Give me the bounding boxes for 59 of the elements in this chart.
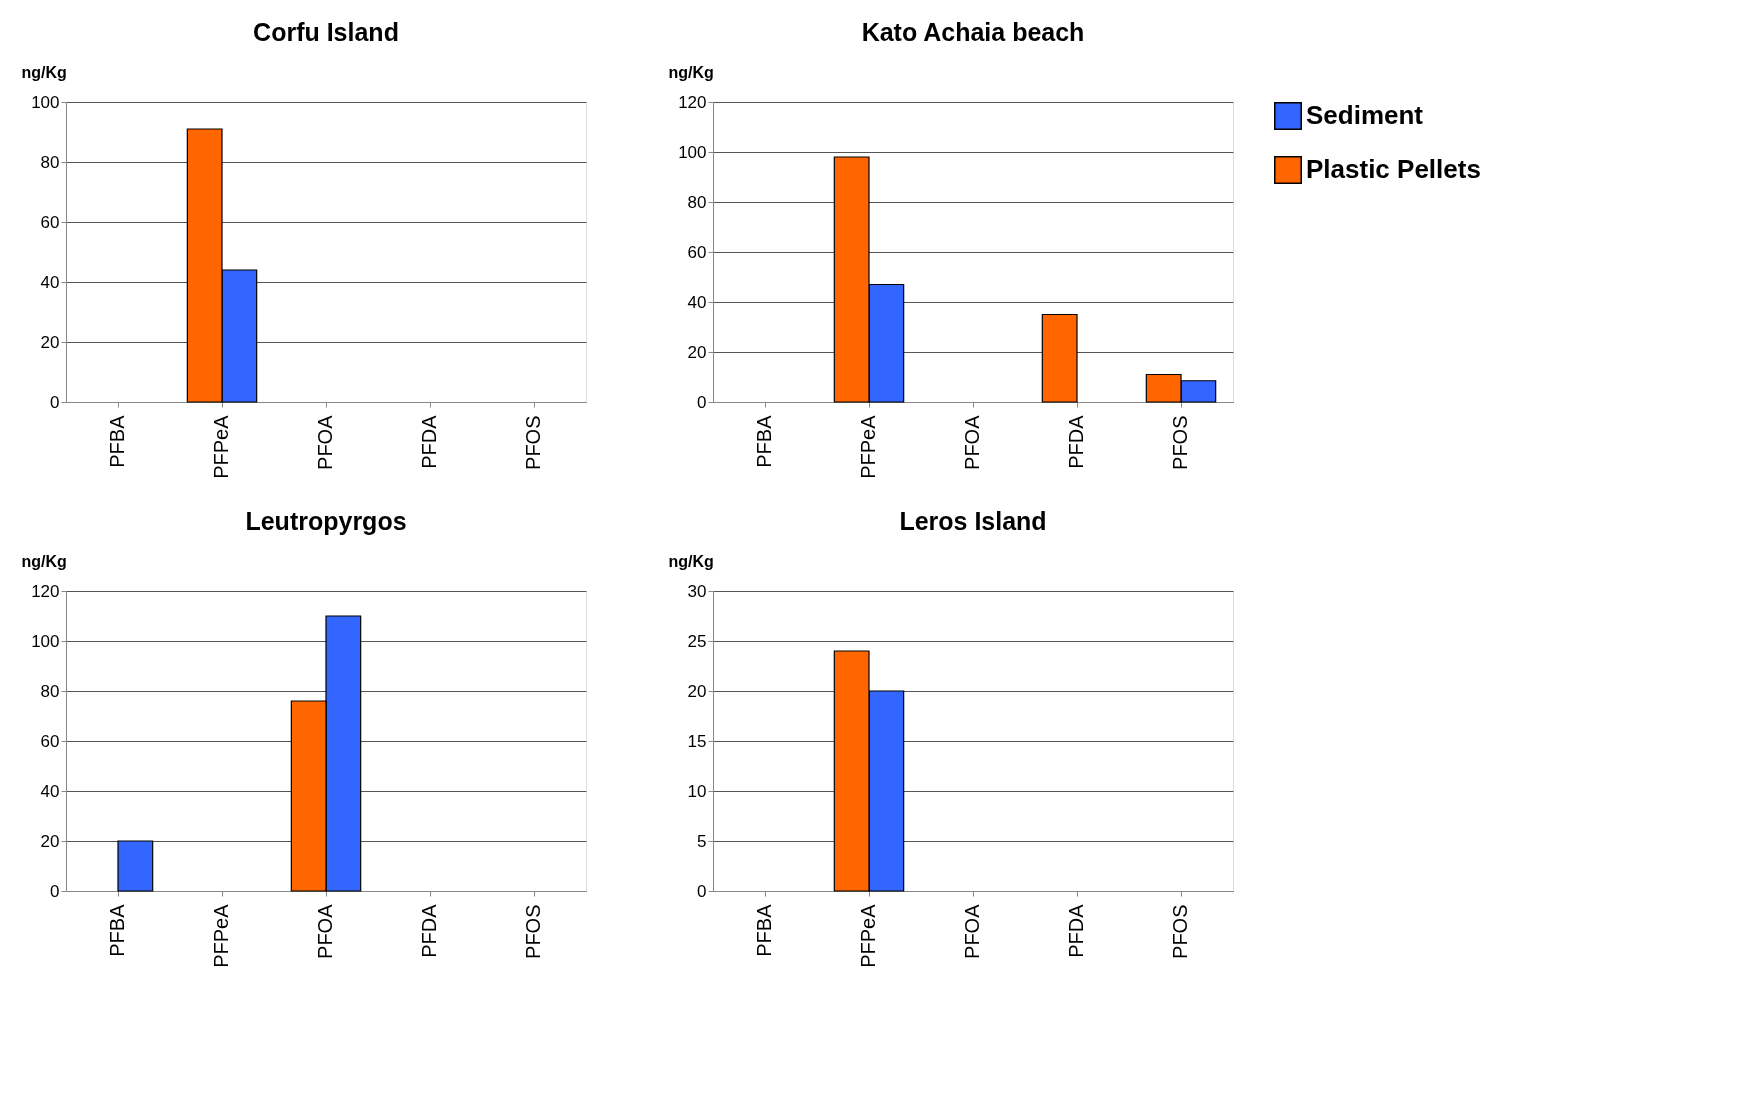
- chart-title: Leutropyrgos: [245, 507, 407, 535]
- y-tick-label: 0: [697, 392, 707, 412]
- chart-title: Leros Island: [899, 507, 1047, 535]
- y-tick-label: 0: [697, 881, 707, 901]
- y-axis-title: ng/Kg: [668, 552, 714, 570]
- y-tick-label: 10: [687, 781, 707, 801]
- x-tick-label: PFPeA: [210, 903, 232, 968]
- x-tick-label: PFOS: [1169, 415, 1191, 470]
- y-tick-label: 30: [687, 581, 707, 601]
- y-tick-label: 0: [50, 392, 60, 412]
- y-tick-label: 40: [687, 292, 707, 312]
- bar: [1041, 313, 1078, 403]
- y-tick-label: 20: [40, 831, 60, 851]
- x-tick-label: PFOS: [522, 904, 544, 959]
- x-tick-label: PFOA: [961, 903, 983, 959]
- y-tick-label: 25: [687, 631, 707, 651]
- y-tick-label: 40: [40, 272, 60, 292]
- y-tick-label: 120: [31, 581, 60, 601]
- y-tick-label: 60: [40, 731, 60, 751]
- y-tick-label: 80: [40, 152, 60, 172]
- y-tick-label: 20: [687, 342, 707, 362]
- chart-title: Corfu Island: [253, 18, 399, 46]
- y-tick-label: 120: [678, 92, 707, 112]
- x-tick-label: PFBA: [106, 903, 128, 957]
- x-tick-label: PFBA: [106, 414, 128, 468]
- legend-label: Sediment: [1306, 100, 1424, 130]
- y-tick-label: 5: [697, 831, 707, 851]
- y-tick-label: 60: [687, 242, 707, 262]
- y-tick-label: 60: [40, 212, 60, 232]
- x-tick-label: PFOA: [314, 903, 336, 959]
- y-axis-title: ng/Kg: [668, 63, 714, 81]
- y-axis-title: ng/Kg: [21, 552, 67, 570]
- bar: [117, 840, 154, 892]
- y-tick-label: 0: [50, 881, 60, 901]
- x-tick-label: PFDA: [1065, 903, 1087, 958]
- chart-title: Kato Achaia beach: [861, 18, 1085, 46]
- y-tick-label: 100: [31, 92, 60, 112]
- x-tick-label: PFPeA: [210, 414, 232, 479]
- x-tick-label: PFDA: [1065, 414, 1087, 469]
- y-tick-label: 15: [687, 731, 707, 751]
- y-tick-label: 40: [40, 781, 60, 801]
- y-tick-label: 80: [40, 681, 60, 701]
- x-tick-label: PFDA: [418, 414, 440, 469]
- y-tick-label: 80: [687, 192, 707, 212]
- x-tick-label: PFBA: [753, 903, 775, 957]
- x-tick-label: PFOA: [314, 414, 336, 470]
- legend-label: Plastic Pellets: [1306, 154, 1481, 184]
- x-tick-label: PFOS: [1169, 904, 1191, 959]
- y-tick-label: 20: [687, 681, 707, 701]
- y-tick-label: 100: [678, 142, 707, 162]
- y-axis-title: ng/Kg: [21, 63, 67, 81]
- x-tick-label: PFOS: [522, 415, 544, 470]
- y-tick-label: 20: [40, 332, 60, 352]
- y-tick-label: 100: [31, 631, 60, 651]
- x-tick-label: PFOA: [961, 414, 983, 470]
- x-tick-label: PFBA: [753, 414, 775, 468]
- x-tick-label: PFPeA: [857, 414, 879, 479]
- x-tick-label: PFPeA: [857, 903, 879, 968]
- x-tick-label: PFDA: [418, 903, 440, 958]
